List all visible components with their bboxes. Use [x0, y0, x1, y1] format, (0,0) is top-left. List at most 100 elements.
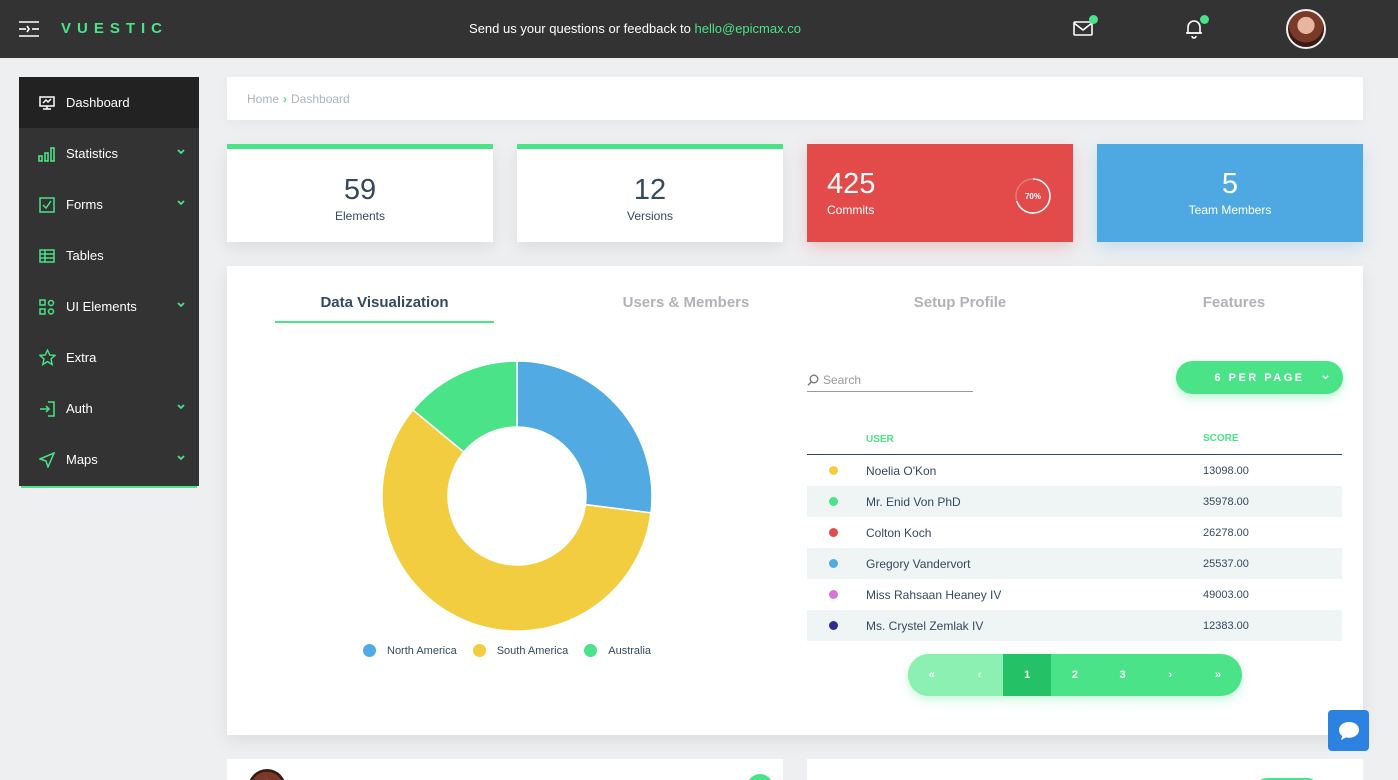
page-button-2[interactable]: 2 — [1071, 669, 1078, 681]
sidebar-item-tables[interactable]: Tables — [19, 230, 199, 281]
page-button-3[interactable]: 3 — [1119, 669, 1126, 681]
legend-label: Australia — [608, 644, 652, 657]
user-name-cell: Mr. Enid Von PhD — [866, 495, 961, 509]
legend-swatch — [472, 644, 486, 657]
status-dot — [829, 466, 838, 475]
per-page-dropdown[interactable]: 6 PER PAGE — [1176, 361, 1343, 394]
table-row[interactable]: Miss Rahsaan Heaney IV 49003.00 — [807, 579, 1342, 610]
donut-slice[interactable] — [516, 360, 653, 514]
bell-icon[interactable] — [1183, 15, 1209, 41]
stat-value: 12 — [633, 174, 667, 206]
stat-card-team-members: 5 Team Members — [1097, 144, 1363, 242]
sidebar-item-maps[interactable]: Maps — [19, 434, 199, 485]
legend-label: North America — [387, 644, 457, 657]
feedback-text: Send us your questions or feedback to — [469, 21, 691, 36]
stat-label: Commits — [827, 203, 875, 217]
page-button-1[interactable]: 1 — [1003, 654, 1052, 696]
tab-features[interactable]: Features — [1202, 294, 1266, 311]
sidebar-item-label: Forms — [66, 197, 103, 212]
first-page-button[interactable]: « — [908, 654, 956, 696]
score-cell: 25537.00 — [1203, 558, 1249, 570]
column-header-user[interactable]: USER — [866, 434, 894, 445]
action-button[interactable] — [747, 774, 773, 780]
breadcrumb-home-link[interactable]: Home — [247, 91, 280, 106]
score-cell: 35978.00 — [1203, 496, 1249, 508]
chat-bubble-icon — [1338, 721, 1359, 740]
breadcrumb: Home › Dashboard — [227, 77, 1363, 120]
sidebar-item-label: Dashboard — [66, 95, 130, 110]
stat-label: Elements — [334, 209, 386, 223]
donut-slice[interactable] — [411, 360, 518, 454]
sidebar-item-auth[interactable]: Auth — [19, 383, 199, 434]
tab-data-visualization[interactable]: Data Visualization — [275, 294, 494, 323]
legend-label: South America — [496, 644, 569, 657]
sidebar: Dashboard Statistics Forms Tables UI Ele… — [19, 77, 199, 486]
chat-button[interactable] — [1328, 710, 1369, 751]
menu-toggle-icon[interactable] — [18, 19, 40, 39]
last-page-button[interactable]: » — [1214, 669, 1222, 681]
sidebar-item-extra[interactable]: Extra — [19, 332, 199, 383]
sidebar-item-label: Auth — [66, 401, 93, 416]
legend-swatch — [584, 644, 598, 657]
status-dot — [829, 559, 838, 568]
mail-notification-dot — [1089, 15, 1098, 24]
star-icon — [38, 349, 56, 367]
score-cell: 26278.00 — [1203, 527, 1249, 539]
status-dot — [829, 497, 838, 506]
stat-value: 425 — [827, 168, 876, 200]
chevron-down-icon — [177, 149, 185, 155]
progress-ring: 70% — [1015, 178, 1051, 214]
status-dot — [829, 590, 838, 599]
feedback-email-link[interactable]: hello@epicmax.co — [694, 21, 801, 36]
sidebar-item-forms[interactable]: Forms — [19, 179, 199, 230]
mail-icon[interactable] — [1072, 15, 1098, 41]
tab-setup-profile[interactable]: Setup Profile — [913, 294, 1007, 311]
sidebar-item-label: Extra — [66, 350, 97, 365]
table-row[interactable]: Ms. Crystel Zemlak IV 12383.00 — [807, 610, 1342, 641]
donut-slice[interactable] — [381, 408, 652, 632]
status-dot — [829, 621, 838, 630]
bottom-card-left — [227, 759, 783, 780]
stat-label: Team Members — [1188, 203, 1272, 217]
tab-users-members[interactable]: Users & Members — [622, 294, 750, 311]
chevron-down-icon — [177, 200, 185, 206]
chart-legend: North America South America Australia — [363, 644, 667, 657]
legend-item[interactable]: North America — [363, 644, 457, 657]
table-body: Noelia O'Kon 13098.00 Mr. Enid Von PhD 3597… — [807, 455, 1342, 641]
app-logo[interactable]: VUESTIC — [61, 20, 169, 37]
table-row[interactable]: Colton Koch 26278.00 — [807, 517, 1342, 548]
sidebar-item-statistics[interactable]: Statistics — [19, 128, 199, 179]
dashboard-tabs-panel: Data Visualization Users & Members Setup… — [227, 266, 1363, 735]
score-cell: 13098.00 — [1203, 465, 1249, 477]
search-icon — [807, 374, 819, 386]
table-header: USER SCORE — [807, 426, 1342, 455]
breadcrumb-current: Dashboard — [291, 91, 350, 106]
user-name-cell: Ms. Crystel Zemlak IV — [866, 619, 984, 633]
table-row[interactable]: Mr. Enid Von PhD 35978.00 — [807, 486, 1342, 517]
user-avatar[interactable] — [1286, 9, 1326, 49]
sidebar-item-ui-elements[interactable]: UI Elements — [19, 281, 199, 332]
sidebar-item-label: UI Elements — [66, 299, 137, 314]
table-row[interactable]: Gregory Vandervort 25537.00 — [807, 548, 1342, 579]
stat-value: 59 — [343, 174, 377, 206]
action-button[interactable] — [1254, 778, 1320, 780]
search-input[interactable] — [823, 373, 963, 387]
table-row[interactable]: Noelia O'Kon 13098.00 — [807, 455, 1342, 486]
next-page-button[interactable]: › — [1168, 669, 1173, 681]
stat-card-versions: 12 Versions — [517, 144, 783, 242]
stat-card-commits: 425 Commits 70% — [807, 144, 1073, 242]
sidebar-item-dashboard[interactable]: Dashboard — [19, 77, 199, 128]
legend-item[interactable]: South America — [472, 644, 569, 657]
avatar — [248, 769, 286, 780]
sidebar-item-label: Maps — [66, 452, 98, 467]
forms-icon — [38, 196, 56, 214]
dashboard-icon — [38, 94, 56, 112]
feedback-message: Send us your questions or feedback to he… — [0, 21, 1270, 36]
breadcrumb-separator-icon: › — [283, 91, 288, 106]
navigation-icon — [38, 451, 56, 469]
prev-page-button[interactable]: ‹ — [955, 654, 1004, 696]
column-header-score[interactable]: SCORE — [1203, 433, 1239, 444]
stat-label: Versions — [626, 209, 674, 223]
chevron-down-icon — [1322, 375, 1329, 380]
legend-item[interactable]: Australia — [584, 644, 651, 657]
